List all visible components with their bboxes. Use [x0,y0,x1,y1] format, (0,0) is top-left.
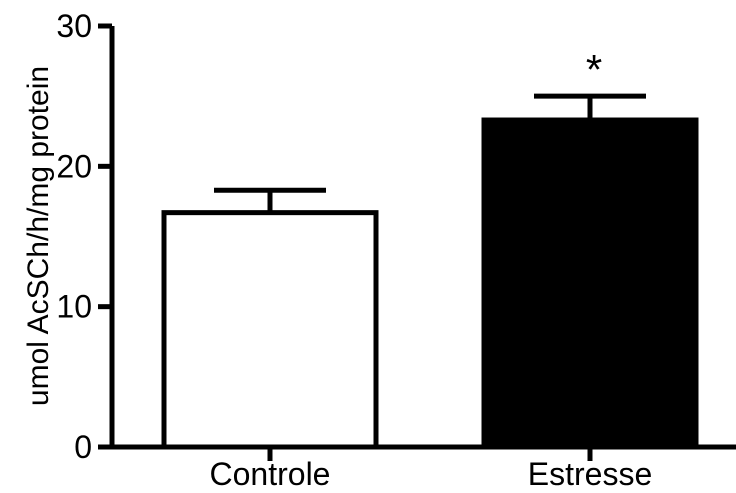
bar-estresse [481,117,699,450]
x-tick-label: Controle [210,456,331,492]
bar-controle [161,210,379,450]
significance-asterisk: * [586,46,602,93]
y-tick-label: 30 [56,8,92,44]
y-axis-title: umol AcSCh/h/mg protein [22,66,55,406]
y-tick-label: 0 [74,429,92,465]
y-tick-label: 20 [56,148,92,184]
x-tick-label: Estresse [528,456,652,492]
y-tick-label: 10 [56,289,92,325]
